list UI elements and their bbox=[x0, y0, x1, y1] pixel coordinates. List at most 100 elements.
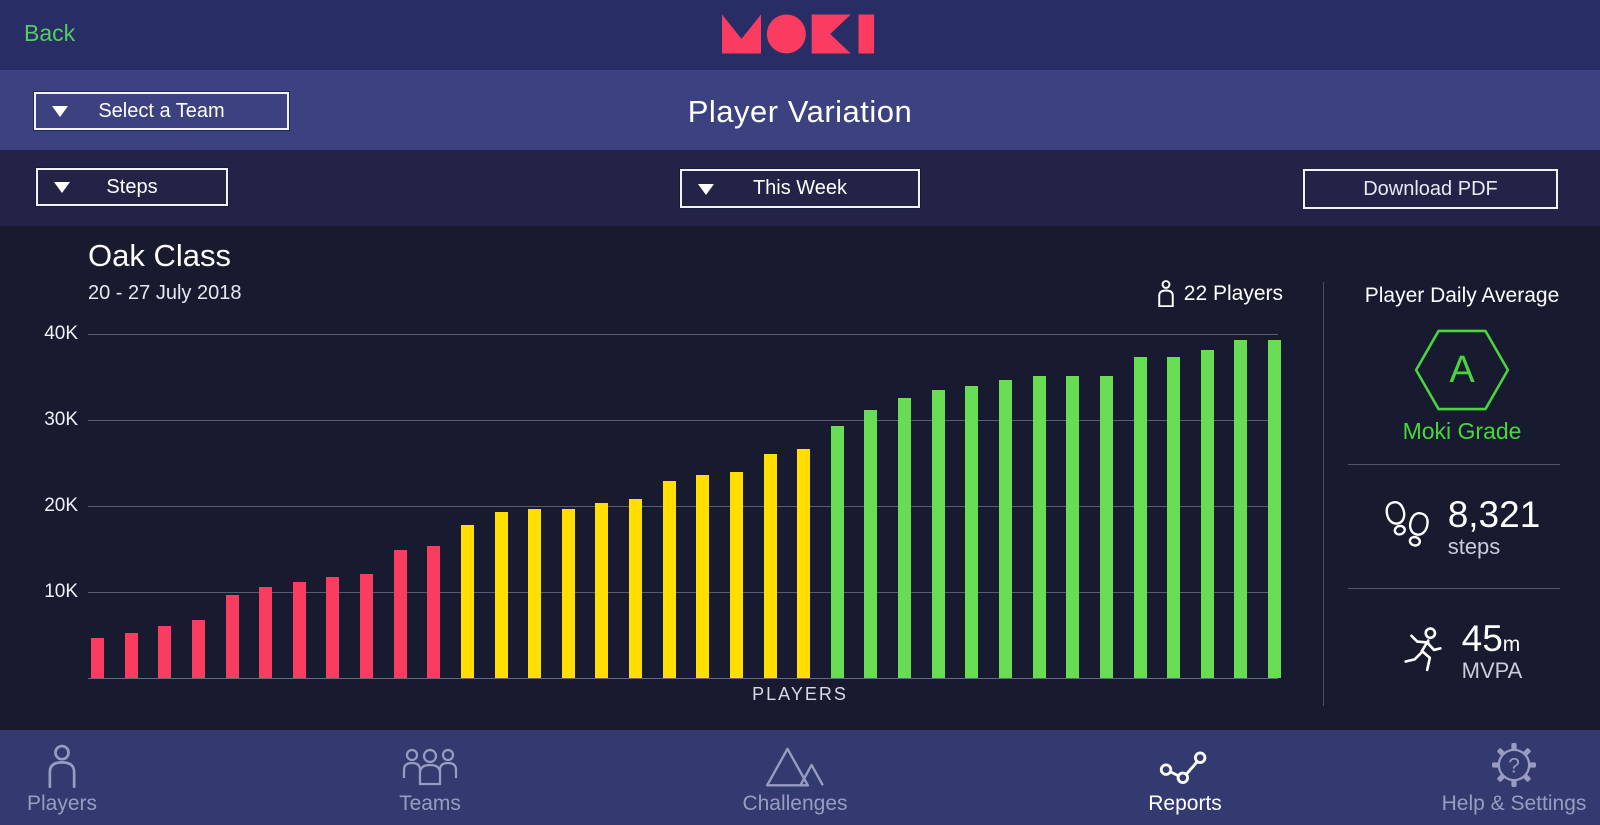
nav-item-teams[interactable]: Teams bbox=[350, 740, 510, 816]
y-axis-tick-label: 40K bbox=[44, 323, 78, 344]
player-bar bbox=[662, 481, 676, 678]
grade-letter: A bbox=[1449, 348, 1475, 391]
daily-average-panel: Player Daily Average A Moki Grade bbox=[1324, 226, 1600, 730]
sub-header: Select a Team Player Variation bbox=[0, 70, 1600, 150]
player-bar bbox=[797, 449, 811, 678]
y-axis-tick-label: 10K bbox=[44, 581, 78, 602]
footsteps-icon bbox=[1385, 501, 1429, 547]
nav-label: Help & Settings bbox=[1441, 792, 1587, 815]
mvpa-stat: 45m MVPA bbox=[1324, 608, 1600, 694]
chart-title: Oak Class bbox=[88, 238, 231, 273]
players-count-label: 22 Players bbox=[1183, 281, 1283, 305]
player-bar bbox=[763, 454, 777, 678]
chevron-down-icon bbox=[52, 106, 68, 117]
nav-label: Challenges bbox=[742, 792, 848, 815]
nav-item-challenges[interactable]: Challenges bbox=[715, 740, 875, 816]
period-dropdown-label: This Week bbox=[752, 177, 848, 199]
player-bar bbox=[1234, 340, 1248, 678]
player-bar bbox=[460, 525, 474, 678]
teams-icon bbox=[402, 740, 458, 788]
steps-label: steps bbox=[1447, 534, 1501, 560]
player-bar bbox=[931, 390, 945, 678]
nav-label: Reports bbox=[1148, 792, 1222, 815]
line-chart-icon bbox=[1159, 740, 1211, 788]
player-bar bbox=[225, 595, 239, 678]
y-axis-tick-label: 30K bbox=[44, 409, 78, 430]
grade-label: Moki Grade bbox=[1402, 418, 1522, 444]
chart-section: Oak Class 20 - 27 July 2018 22 Players 4… bbox=[0, 226, 1600, 730]
player-bar bbox=[729, 472, 743, 678]
toolbar: Steps This Week Download PDF bbox=[0, 150, 1600, 226]
player-bar bbox=[191, 620, 205, 678]
player-bar bbox=[1032, 376, 1046, 678]
player-bar bbox=[91, 638, 104, 678]
svg-text:?: ? bbox=[1508, 754, 1520, 777]
chevron-down-icon bbox=[54, 182, 70, 193]
player-bar bbox=[864, 410, 878, 678]
divider bbox=[1348, 464, 1560, 465]
panel-title: Player Daily Average bbox=[1364, 284, 1560, 307]
player-bar bbox=[999, 380, 1012, 678]
gridline bbox=[88, 592, 1278, 593]
player-bar bbox=[360, 574, 374, 678]
player-bar bbox=[1268, 340, 1282, 678]
moki-logo-icon bbox=[722, 14, 875, 54]
metric-dropdown-label: Steps bbox=[106, 175, 158, 198]
chevron-down-icon bbox=[698, 183, 714, 195]
nav-item-help-settings[interactable]: ? Help & Settings bbox=[1404, 740, 1600, 816]
player-bar bbox=[898, 398, 912, 678]
player-bar bbox=[561, 509, 575, 678]
player-bar bbox=[1200, 350, 1214, 678]
hexagon-icon bbox=[1414, 329, 1510, 411]
mvpa-unit: m bbox=[1502, 632, 1521, 656]
team-dropdown[interactable]: Select a Team bbox=[33, 91, 290, 131]
player-bar bbox=[595, 503, 609, 678]
mountains-icon bbox=[765, 740, 825, 788]
x-axis-label: PLAYERS bbox=[752, 684, 848, 704]
nav-item-reports[interactable]: Reports bbox=[1105, 740, 1265, 816]
metric-dropdown[interactable]: Steps bbox=[35, 167, 229, 207]
moki-grade-hexagon: A bbox=[1413, 328, 1511, 414]
steps-value: 8,321 bbox=[1447, 493, 1541, 535]
player-bar bbox=[629, 499, 643, 678]
period-dropdown[interactable]: This Week bbox=[679, 168, 921, 209]
player-bar bbox=[326, 577, 340, 678]
mvpa-label: MVPA bbox=[1461, 658, 1523, 684]
steps-stat: 8,321 steps bbox=[1324, 484, 1600, 570]
player-bar bbox=[965, 386, 979, 678]
bottom-nav: Players Teams bbox=[0, 730, 1600, 825]
top-bar: Back bbox=[0, 0, 1600, 70]
nav-label: Teams bbox=[399, 792, 461, 815]
player-bar bbox=[259, 587, 273, 678]
page-title: Player Variation bbox=[687, 94, 913, 129]
chart-date-range: 20 - 27 July 2018 bbox=[88, 282, 242, 304]
team-dropdown-label: Select a Team bbox=[98, 99, 225, 122]
gridline bbox=[88, 334, 1278, 335]
gridline bbox=[88, 506, 1278, 507]
player-bar bbox=[427, 546, 441, 678]
player-bar bbox=[494, 512, 508, 678]
back-link[interactable]: Back bbox=[24, 20, 76, 46]
help-gear-icon: ? bbox=[1491, 740, 1537, 788]
nav-label: Players bbox=[26, 792, 98, 815]
player-bar bbox=[1099, 376, 1113, 678]
x-axis-line bbox=[88, 678, 1278, 679]
player-bar bbox=[1066, 376, 1080, 678]
bar-plot: 40K 30K 20K 10K bbox=[44, 323, 1282, 679]
moki-logo bbox=[722, 14, 878, 54]
nav-item-players[interactable]: Players bbox=[0, 740, 142, 816]
player-bar bbox=[1167, 357, 1181, 678]
player-bar bbox=[158, 626, 172, 678]
player-bar bbox=[696, 475, 710, 678]
players-count-badge: 22 Players bbox=[1157, 280, 1283, 307]
y-axis-tick-label: 20K bbox=[44, 495, 78, 516]
divider bbox=[1348, 588, 1560, 589]
mvpa-value: 45 bbox=[1461, 617, 1503, 659]
panel-divider bbox=[1323, 282, 1324, 706]
download-pdf-button[interactable]: Download PDF bbox=[1303, 169, 1558, 209]
player-bar bbox=[124, 633, 138, 678]
person-icon bbox=[45, 740, 79, 788]
player-bar bbox=[1133, 357, 1147, 678]
player-bar bbox=[830, 426, 844, 678]
